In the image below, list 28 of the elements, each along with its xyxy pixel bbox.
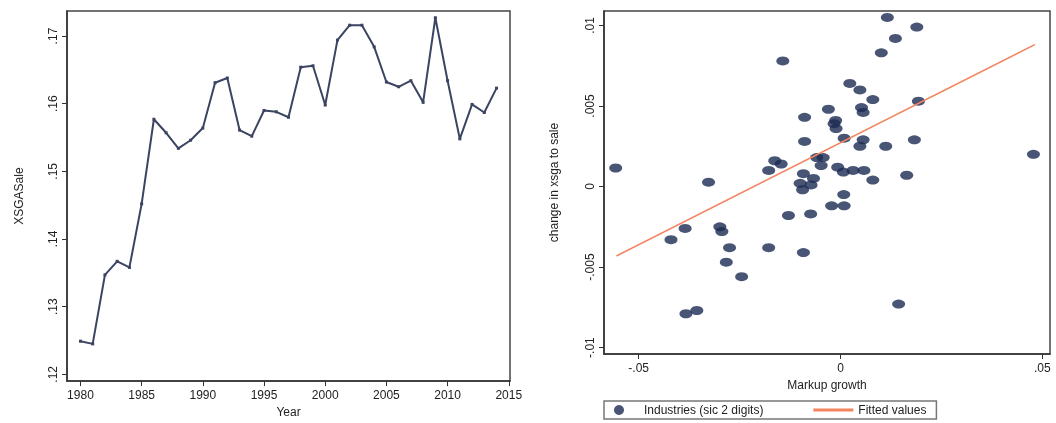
y-axis-title: change in xsga to sale bbox=[547, 122, 561, 243]
y-tick-label: .01 bbox=[583, 16, 597, 34]
y-axis-title: XSGASale bbox=[12, 167, 26, 225]
x-tick-label: 1985 bbox=[128, 388, 156, 403]
y-tick-label: .16 bbox=[46, 95, 60, 113]
x-tick-label: 1995 bbox=[250, 388, 278, 403]
y-tick-label: .005 bbox=[583, 94, 597, 118]
x-tick-label: 2005 bbox=[373, 388, 401, 403]
y-tick-label: -.005 bbox=[583, 253, 597, 281]
x-tick-label: -.05 bbox=[628, 361, 650, 375]
x-tick-label: 2000 bbox=[311, 388, 339, 403]
x-tick-label: 2010 bbox=[434, 388, 462, 403]
x-axis-title: Markup growth bbox=[787, 377, 867, 392]
x-tick-label: 0 bbox=[837, 361, 845, 375]
legend-label: Fitted values bbox=[858, 403, 927, 417]
x-tick-label: 2015 bbox=[495, 388, 523, 403]
y-tick-label: .17 bbox=[46, 27, 60, 45]
legend-label: Industries (sic 2 digits) bbox=[644, 403, 764, 417]
y-tick-label: .13 bbox=[46, 298, 60, 316]
x-tick-label: 1980 bbox=[67, 388, 95, 403]
y-tick-label: .15 bbox=[46, 162, 60, 180]
x-axis-title: Year bbox=[276, 405, 301, 419]
x-tick-label: 1990 bbox=[189, 388, 217, 403]
y-tick-label: -.01 bbox=[583, 336, 597, 358]
y-tick-label: .14 bbox=[46, 230, 60, 248]
x-tick-label: .05 bbox=[1033, 361, 1051, 375]
y-tick-label: .12 bbox=[46, 365, 60, 383]
y-tick-label: 0 bbox=[583, 182, 597, 190]
